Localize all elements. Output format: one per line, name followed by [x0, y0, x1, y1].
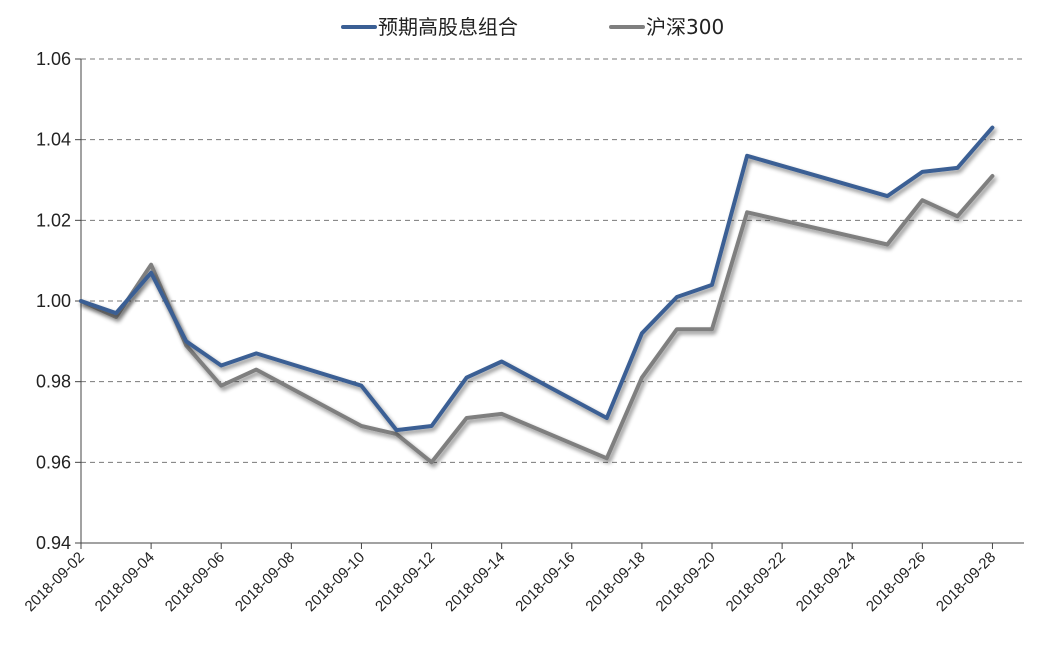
chart-legend: 预期高股息组合 沪深300: [341, 15, 724, 39]
x-tick-label: 2018-09-10: [302, 549, 368, 615]
y-tick-label: 1.00: [36, 291, 71, 311]
x-tick-label: 2018-09-14: [442, 549, 508, 615]
series-line-2: [79, 174, 995, 465]
gridlines: [81, 58, 1024, 463]
x-tick-label: 2018-09-18: [582, 549, 648, 615]
y-axis-ticks: 0.94 0.96 0.98 1.00 1.02 1.04 1.06: [36, 49, 81, 553]
series-lines: [79, 125, 995, 465]
y-tick-label: 1.02: [36, 210, 71, 230]
x-tick-label: 2018-09-08: [232, 549, 298, 615]
x-tick-label: 2018-09-22: [723, 549, 789, 615]
x-tick-label: 2018-09-26: [863, 549, 929, 615]
y-tick-label: 0.98: [36, 372, 71, 392]
legend-label-series-1: 预期高股息组合: [378, 15, 518, 39]
x-tick-label: 2018-09-28: [933, 549, 999, 615]
x-tick-label: 2018-09-12: [372, 549, 438, 615]
y-tick-label: 1.06: [36, 49, 71, 69]
y-tick-label: 1.04: [36, 130, 71, 150]
x-tick-label: 2018-09-20: [653, 549, 719, 615]
series-line-1: [79, 125, 995, 433]
y-tick-label: 0.94: [36, 533, 71, 553]
legend-label-series-2: 沪深300: [646, 15, 724, 39]
x-tick-label: 2018-09-04: [92, 549, 158, 615]
x-axis-ticks: 2018-09-02 2018-09-04 2018-09-06 2018-09-08…: [22, 543, 999, 615]
x-tick-label: 2018-09-06: [162, 549, 228, 615]
x-tick-label: 2018-09-16: [512, 549, 578, 615]
y-tick-label: 0.96: [36, 452, 71, 472]
x-tick-label: 2018-09-02: [22, 549, 88, 615]
x-tick-label: 2018-09-24: [793, 549, 859, 615]
